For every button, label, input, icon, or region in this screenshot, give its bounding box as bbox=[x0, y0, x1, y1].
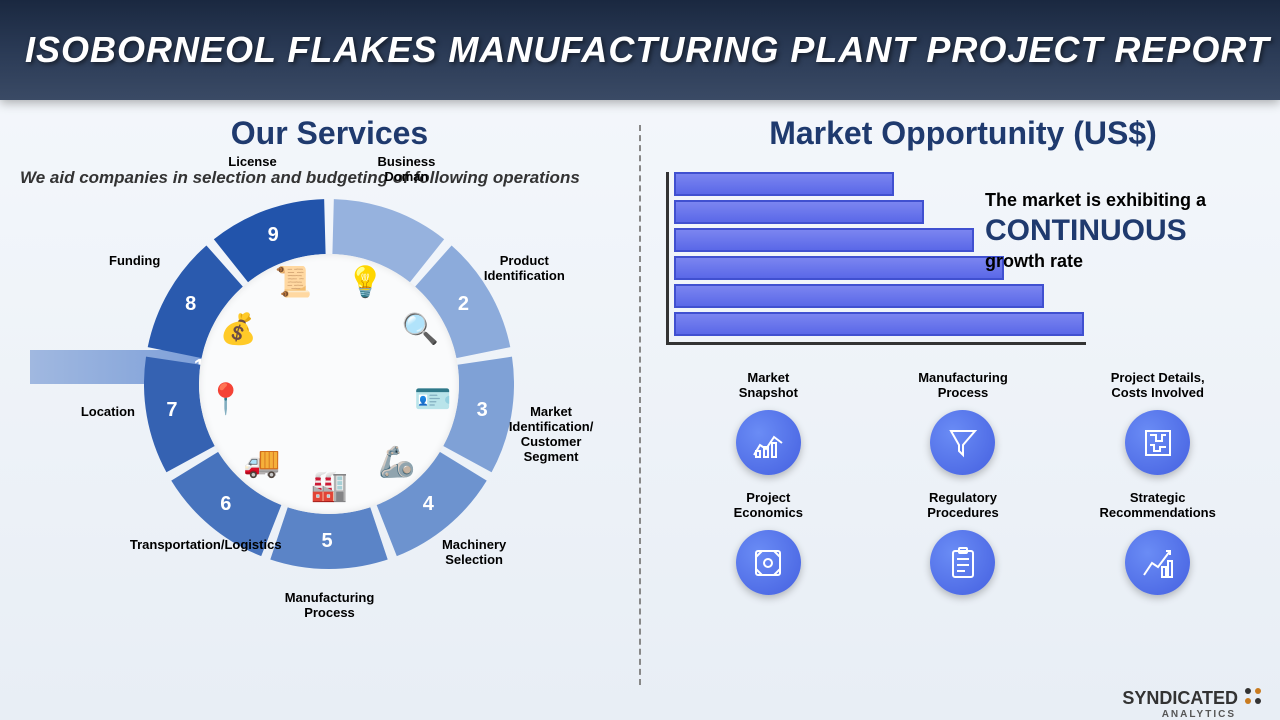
segment-label-7: Location bbox=[53, 405, 163, 420]
segment-number-4: 4 bbox=[423, 493, 434, 516]
segment-number-8: 8 bbox=[185, 293, 196, 316]
segment-icon-1: 💡 bbox=[345, 265, 385, 305]
market-panel: Market Opportunity (US$) The market is e… bbox=[641, 115, 1260, 680]
segment-number-7: 7 bbox=[166, 399, 177, 422]
card-label-5: RegulatoryProcedures bbox=[871, 490, 1056, 522]
card-label-6: StrategicRecommendations bbox=[1065, 490, 1250, 522]
growth-text: The market is exhibiting a CONTINUOUS gr… bbox=[985, 190, 1245, 272]
segment-icon-8: 💰 bbox=[219, 312, 259, 352]
info-card-1: MarketSnapshot bbox=[676, 370, 861, 475]
segment-label-4: MachinerySelection bbox=[419, 538, 529, 568]
content-area: Our Services We aid companies in selecti… bbox=[0, 100, 1280, 680]
segment-icon-5: 🏭 bbox=[309, 469, 349, 509]
card-icon-6 bbox=[1125, 530, 1190, 595]
segment-number-2: 2 bbox=[458, 293, 469, 316]
market-bar-2 bbox=[674, 200, 924, 224]
segment-number-5: 5 bbox=[321, 530, 332, 553]
market-bar-5 bbox=[674, 284, 1044, 308]
services-title: Our Services bbox=[20, 115, 639, 152]
growth-highlight: CONTINUOUS bbox=[985, 214, 1245, 248]
brand-logo: SYNDICATED ANALYTICS bbox=[1122, 685, 1264, 712]
segment-label-9: License bbox=[198, 155, 308, 170]
cards-grid: MarketSnapshot ManufacturingProcess Projec… bbox=[666, 370, 1260, 595]
logo-sub: ANALYTICS bbox=[1162, 709, 1236, 720]
market-bar-3 bbox=[674, 228, 974, 252]
card-label-1: MarketSnapshot bbox=[676, 370, 861, 402]
market-bar-6 bbox=[674, 312, 1084, 336]
segment-number-6: 6 bbox=[220, 493, 231, 516]
segment-icon-6: 🚚 bbox=[242, 445, 282, 485]
info-card-2: ManufacturingProcess bbox=[871, 370, 1056, 475]
services-wheel: BusinessDoman💡2ProductIdentification🔍3Ma… bbox=[144, 199, 514, 569]
card-label-4: ProjectEconomics bbox=[676, 490, 861, 522]
services-panel: Our Services We aid companies in selecti… bbox=[20, 115, 639, 680]
segment-label-3: MarketIdentification/CustomerSegment bbox=[496, 405, 606, 465]
info-card-6: StrategicRecommendations bbox=[1065, 490, 1250, 595]
segment-label-6: Transportation/Logistics bbox=[130, 538, 240, 553]
market-title: Market Opportunity (US$) bbox=[666, 115, 1260, 152]
card-icon-2 bbox=[930, 410, 995, 475]
card-icon-1 bbox=[736, 410, 801, 475]
segment-icon-9: 📜 bbox=[274, 265, 314, 305]
segment-icon-4: 🦾 bbox=[377, 445, 417, 485]
logo-brand: SYNDICATED bbox=[1122, 688, 1238, 709]
segment-icon-7: 📍 bbox=[206, 382, 246, 422]
card-icon-3 bbox=[1125, 410, 1190, 475]
growth-line1: The market is exhibiting a bbox=[985, 190, 1206, 210]
segment-number-9: 9 bbox=[268, 224, 279, 247]
segment-label-1: BusinessDoman bbox=[351, 155, 461, 185]
info-card-4: ProjectEconomics bbox=[676, 490, 861, 595]
card-label-2: ManufacturingProcess bbox=[871, 370, 1056, 402]
card-icon-4 bbox=[736, 530, 801, 595]
growth-line2: growth rate bbox=[985, 251, 1083, 271]
segment-icon-2: 🔍 bbox=[400, 312, 440, 352]
market-bar-4 bbox=[674, 256, 1004, 280]
services-subtitle: We aid companies in selection and budget… bbox=[20, 167, 639, 189]
market-bar-1 bbox=[674, 172, 894, 196]
segment-label-2: ProductIdentification bbox=[469, 254, 579, 284]
header: ISOBORNEOL FLAKES MANUFACTURING PLANT PR… bbox=[0, 0, 1280, 100]
segment-number-3: 3 bbox=[477, 399, 488, 422]
segment-label-8: Funding bbox=[80, 254, 190, 269]
card-label-3: Project Details,Costs Involved bbox=[1065, 370, 1250, 402]
info-card-3: Project Details,Costs Involved bbox=[1065, 370, 1250, 475]
segment-label-5: ManufacturingProcess bbox=[274, 591, 384, 621]
page-title: ISOBORNEOL FLAKES MANUFACTURING PLANT PR… bbox=[25, 29, 1270, 71]
info-card-5: RegulatoryProcedures bbox=[871, 490, 1056, 595]
card-icon-5 bbox=[930, 530, 995, 595]
segment-icon-3: 🪪 bbox=[413, 382, 453, 422]
